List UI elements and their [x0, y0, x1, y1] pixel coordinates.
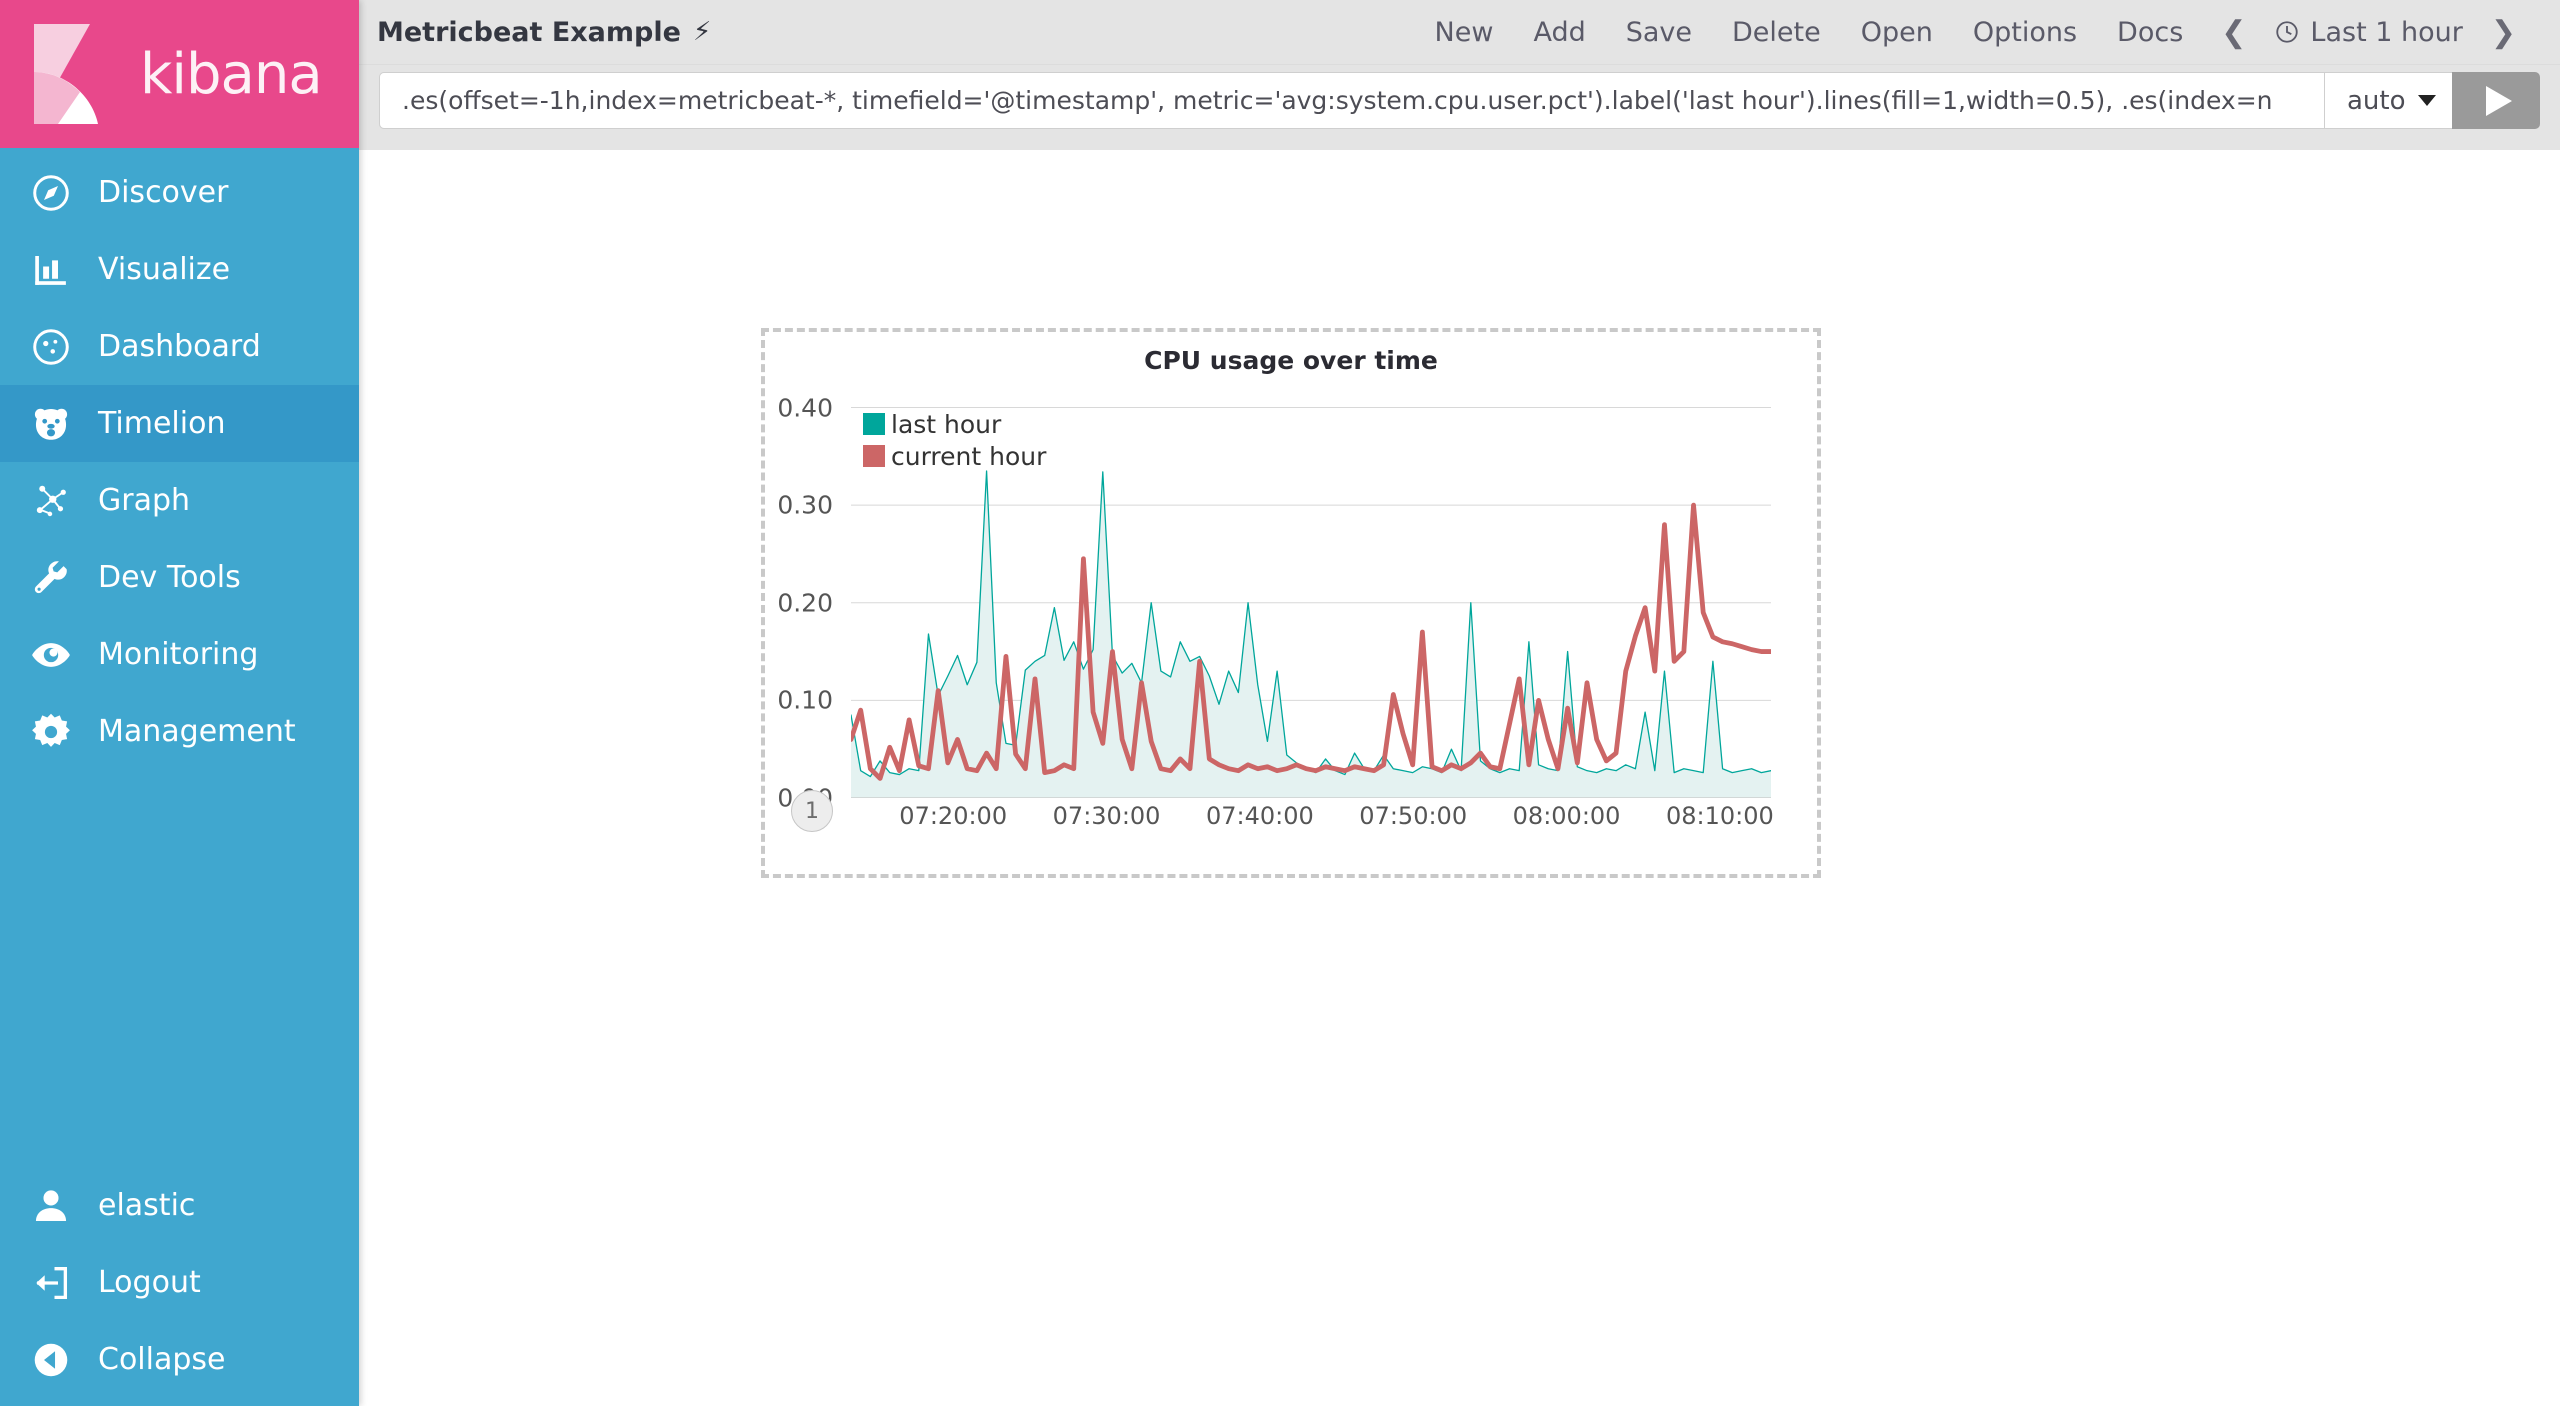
sidebar-item-dashboard[interactable]: Dashboard [0, 308, 359, 385]
compass-icon [30, 172, 88, 214]
legend-label: last hour [891, 409, 1002, 439]
run-query-button[interactable] [2452, 72, 2540, 129]
x-axis-tick: 08:10:00 [1665, 802, 1774, 830]
sidebar-item-monitoring[interactable]: Monitoring [0, 616, 359, 693]
x-axis-tick: 07:40:00 [1205, 802, 1314, 830]
y-axis-tick: 0.30 [777, 490, 833, 520]
dashboard-icon [30, 326, 88, 368]
sidebar-item-graph[interactable]: Graph [0, 462, 359, 539]
sidebar-item-label: Visualize [98, 252, 231, 287]
sidebar-bottom-nav: elastic Logout [0, 1167, 359, 1406]
chevron-left-icon[interactable]: ❮ [2221, 15, 2247, 49]
chart-title: CPU usage over time [1144, 346, 1438, 375]
lightning-bolt-icon: ⚡ [692, 17, 712, 47]
interval-select[interactable]: auto [2324, 72, 2452, 129]
sidebar-item-visualize[interactable]: Visualize [0, 231, 359, 308]
series-area-0 [851, 470, 1771, 798]
legend-item[interactable]: last hour [863, 408, 1046, 440]
sidebar-item-label: Dashboard [98, 329, 261, 364]
legend-label: current hour [891, 441, 1047, 471]
user-icon [30, 1185, 88, 1227]
top-toolbar: Metricbeat Example ⚡ New Add Save Delete… [359, 0, 2560, 65]
sidebar-item-label: Discover [98, 175, 229, 210]
menu-item-save[interactable]: Save [1625, 16, 1693, 48]
menu-item-new[interactable]: New [1434, 16, 1494, 48]
eye-icon [30, 634, 88, 676]
sidebar-item-label: Management [98, 714, 296, 749]
graph-icon [30, 480, 88, 522]
y-axis-tick: 0.40 [777, 393, 833, 423]
x-axis-tick: 07:50:00 [1359, 802, 1468, 830]
menu-item-docs[interactable]: Docs [2117, 16, 2184, 48]
sidebar-item-dev-tools[interactable]: Dev Tools [0, 539, 359, 616]
menu-item-open[interactable]: Open [1860, 16, 1933, 48]
timelion-canvas: CPU usage over time 0.000.100.200.300.40… [359, 150, 2560, 1406]
sidebar-nav: Discover Visualize [0, 148, 359, 770]
time-range-picker[interactable]: Last 1 hour [2264, 17, 2472, 48]
collapse-left-icon [30, 1339, 88, 1381]
main-area: Metricbeat Example ⚡ New Add Save Delete… [359, 0, 2560, 1406]
sidebar-item-label: Dev Tools [98, 560, 241, 595]
sidebar-item-discover[interactable]: Discover [0, 154, 359, 231]
y-axis-tick: 0.10 [777, 685, 833, 715]
chart-panel[interactable]: CPU usage over time 0.000.100.200.300.40… [761, 328, 1821, 878]
x-axis-tick: 07:30:00 [1052, 802, 1161, 830]
menu-item-add[interactable]: Add [1533, 16, 1586, 48]
legend-swatch-current-hour [863, 445, 885, 467]
bar-chart-icon [30, 249, 88, 291]
y-axis: 0.000.100.200.300.40 [765, 388, 847, 812]
sidebar-item-logout[interactable]: Logout [0, 1244, 359, 1321]
x-axis-tick: 08:00:00 [1512, 802, 1621, 830]
legend-item[interactable]: current hour [863, 440, 1046, 472]
sidebar-item-label: elastic [98, 1188, 196, 1223]
logout-icon [30, 1262, 88, 1304]
toolbar-menu: New Add Save Delete Open Options Docs ❮ … [1415, 15, 2534, 50]
interval-value: auto [2347, 85, 2406, 116]
chart-legend: last hour current hour [863, 408, 1046, 472]
sidebar: kibana Discover [0, 0, 359, 1406]
sidebar-item-timelion[interactable]: Timelion [0, 385, 359, 462]
x-axis-tick: 07:20:00 [899, 802, 1008, 830]
brand-name: kibana [140, 41, 323, 107]
gear-icon [30, 711, 88, 753]
play-icon [2485, 85, 2512, 116]
chevron-right-icon[interactable]: ❯ [2490, 15, 2516, 49]
plot-area [848, 388, 1774, 799]
clock-icon [2276, 21, 2299, 43]
sidebar-item-label: Logout [98, 1265, 201, 1300]
doc-title-text: Metricbeat Example [377, 16, 681, 48]
kibana-logo-icon [30, 24, 122, 124]
bear-icon [30, 403, 88, 445]
sidebar-item-label: Collapse [98, 1342, 226, 1377]
sidebar-item-collapse[interactable]: Collapse [0, 1321, 359, 1398]
timelion-expression-input[interactable]: .es(offset=-1h,index=metricbeat-*, timef… [379, 72, 2324, 129]
x-axis: 07:20:00 07:30:00 07:40:00 07:50:00 08:00:00… [851, 802, 1774, 842]
sidebar-item-label: Graph [98, 483, 191, 518]
legend-swatch-last-hour [863, 413, 885, 435]
y-axis-tick: 0.20 [777, 588, 833, 618]
series-line-1 [848, 502, 1774, 781]
wrench-icon [30, 557, 88, 599]
query-bar: .es(offset=-1h,index=metricbeat-*, timef… [359, 65, 2560, 150]
page-title: Metricbeat Example ⚡ [377, 17, 711, 48]
sidebar-item-management[interactable]: Management [0, 693, 359, 770]
sidebar-item-elastic-user[interactable]: elastic [0, 1167, 359, 1244]
panel-number-badge[interactable]: 1 [791, 790, 833, 832]
sidebar-item-label: Monitoring [98, 637, 259, 672]
menu-item-options[interactable]: Options [1972, 16, 2078, 48]
time-range-label: Last 1 hour [2310, 16, 2463, 48]
sidebar-item-label: Timelion [98, 406, 226, 441]
chevron-down-icon [2418, 95, 2436, 106]
kibana-brand[interactable]: kibana [0, 0, 359, 148]
menu-item-delete[interactable]: Delete [1732, 16, 1821, 48]
